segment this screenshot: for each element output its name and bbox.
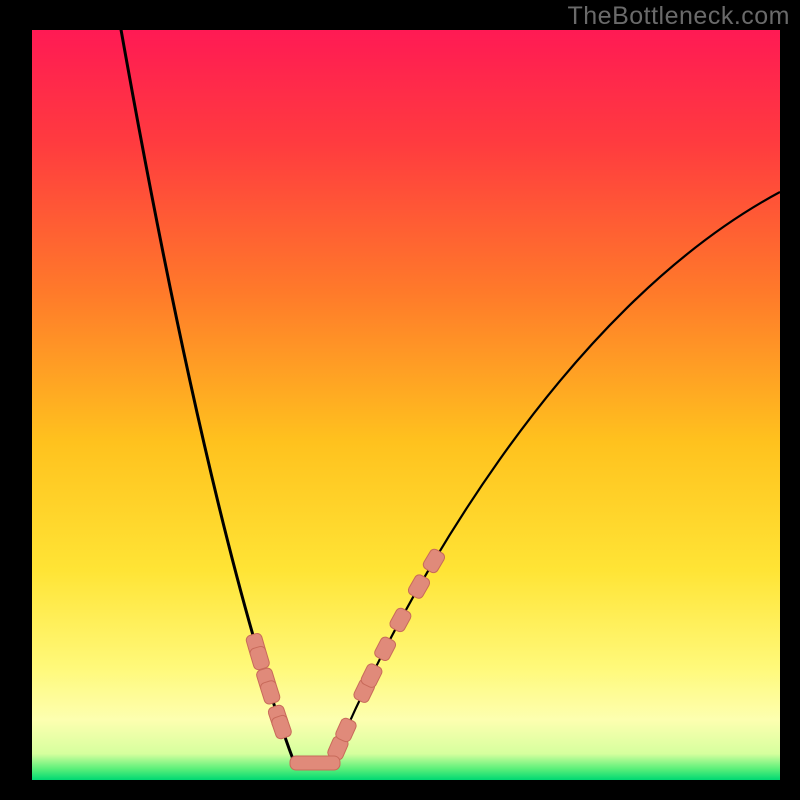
marker-bottom-bar [290,756,340,770]
marker-right-5 [388,606,413,633]
curve-right [332,192,780,762]
marker-left-5 [270,714,292,740]
marker-left-1 [249,645,271,671]
marker-right-6 [407,573,432,600]
watermark-text: TheBottleneck.com [568,2,791,31]
figure: TheBottleneck.com [0,0,800,800]
curve-layer [0,0,800,800]
marker-right-4 [373,635,397,662]
marker-right-7 [421,547,446,574]
curve-left [120,24,294,762]
marker-left-3 [259,680,281,706]
